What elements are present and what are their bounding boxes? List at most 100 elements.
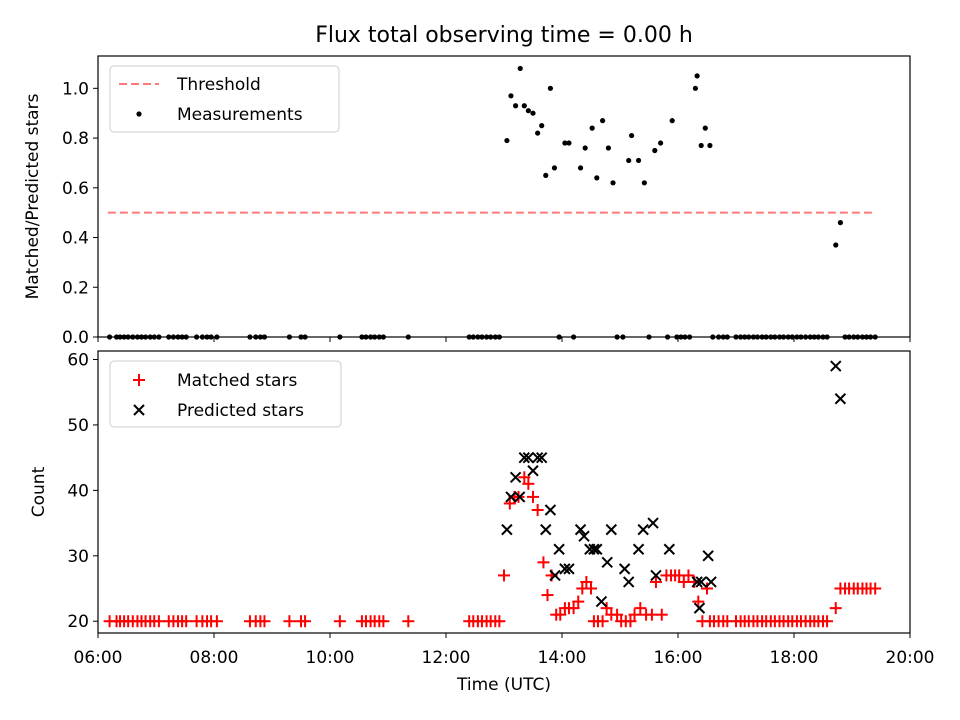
predicted-star-marker (540, 523, 552, 536)
predicted-star-marker (522, 451, 535, 464)
count-xtick-label: 06:00 (74, 648, 123, 668)
count-xtick-label: 14:00 (538, 648, 587, 668)
ratio-ytick-label: 0.4 (62, 229, 89, 249)
matched-star-marker (299, 615, 312, 628)
matched-star-marker (180, 615, 193, 628)
predicted-star-marker (591, 543, 603, 555)
measurement-point (539, 123, 545, 129)
matched-star-marker (554, 608, 567, 621)
matched-star-marker (634, 602, 647, 615)
matched-star-marker (869, 582, 882, 595)
matched-star-marker (611, 608, 624, 621)
ratio-ytick-label: 1.0 (62, 79, 89, 99)
measurement-point (652, 147, 658, 154)
count-legend: Matched stars Predicted stars (109, 360, 342, 428)
matched-star-marker (585, 582, 597, 595)
matched-star-marker (655, 608, 668, 621)
predicted-star-marker (695, 576, 707, 588)
predicted-star-marker (601, 556, 613, 569)
measurement-point (694, 73, 700, 79)
measurement-point (594, 175, 600, 181)
predicted-star-marker (650, 569, 662, 582)
predicted-legend-label: Predicted stars (177, 401, 304, 421)
predicted-star-marker (535, 451, 548, 464)
count-ytick-label: 50 (67, 416, 89, 436)
matched-star-marker (531, 503, 544, 516)
matched-star-marker (258, 615, 271, 628)
predicted-star-marker (513, 491, 526, 503)
count-legend-box (109, 360, 342, 428)
predicted-star-marker (605, 523, 618, 536)
measurement-point (641, 180, 647, 186)
matched-star-marker (377, 615, 390, 628)
matched-star-marker (701, 582, 713, 595)
ratio-ytick-label: 0.0 (62, 328, 89, 348)
count-points (103, 360, 882, 628)
measurement-point (566, 140, 572, 146)
matched-star-marker (283, 615, 296, 628)
predicted-star-marker (578, 530, 590, 542)
count-y-axis-label: Count (29, 466, 49, 517)
measurements-legend-swatch (136, 111, 142, 117)
measurement-point (600, 118, 606, 124)
measurement-point (707, 142, 713, 149)
predicted-star-marker (702, 550, 714, 562)
measurement-point (669, 118, 675, 124)
measurements-legend-label: Measurements (177, 105, 303, 125)
measurement-point (551, 165, 558, 171)
measurement-point (577, 165, 584, 171)
matched-star-marker (682, 569, 695, 582)
count-xtick-label: 18:00 (770, 648, 819, 668)
measurement-point (702, 125, 708, 131)
figure-title: Flux total observing time = 0.00 h (315, 23, 693, 48)
matched-star-marker (677, 575, 690, 588)
predicted-star-marker (691, 576, 703, 588)
predicted-star-marker (693, 602, 706, 614)
matched-star-marker (628, 608, 641, 621)
predicted-star-marker (527, 465, 539, 477)
ratio-ytick-label: 0.2 (62, 278, 89, 298)
matched-star-marker (210, 615, 223, 628)
predicted-star-marker (595, 595, 608, 608)
count-panel-frame (97, 350, 911, 634)
predicted-star-marker (518, 451, 531, 464)
predicted-star-marker (834, 393, 847, 405)
count-ytick-label: 60 (67, 351, 89, 371)
measurement-point (525, 108, 531, 114)
measurement-point (543, 172, 549, 178)
ratio-panel-frame (97, 55, 911, 338)
matched-star-marker (572, 595, 585, 608)
predicted-star-marker (705, 576, 717, 588)
count-ytick-label: 20 (67, 612, 89, 632)
predicted-star-marker (647, 517, 659, 529)
matched-legend-label: Matched stars (177, 371, 297, 391)
matched-star-marker (402, 615, 415, 628)
count-xtick-label: 16:00 (654, 648, 703, 668)
measurement-point (513, 103, 519, 109)
matched-star-marker (580, 575, 593, 588)
ratio-y-ticks: 0.0 0.2 0.4 0.6 0.8 1.0 (62, 79, 98, 348)
predicted-star-marker (588, 543, 600, 555)
predicted-star-marker (622, 576, 635, 588)
threshold-legend-label: Threshold (176, 75, 261, 95)
predicted-star-marker (553, 543, 565, 555)
predicted-star-marker (830, 360, 842, 372)
matched-star-marker (522, 477, 535, 490)
predicted-star-marker (563, 563, 575, 575)
predicted-star-marker (509, 471, 522, 483)
matched-star-marker (541, 589, 554, 602)
measurement-point (610, 180, 616, 186)
matched-star-marker (518, 471, 531, 484)
measurement-point (635, 157, 642, 164)
ratio-legend-box (109, 65, 340, 133)
matched-star-marker (537, 556, 550, 569)
count-ytick-label: 30 (67, 547, 89, 567)
count-ytick-label: 40 (67, 481, 89, 501)
matched-star-marker (333, 615, 346, 628)
count-x-ticks: 06:00 08:00 10:00 12:00 14:00 16:00 18:00 20:00 (74, 633, 935, 668)
count-xtick-label: 08:00 (190, 648, 239, 668)
predicted-star-marker (637, 523, 649, 536)
measurement-point (605, 145, 612, 151)
measurement-point (547, 85, 554, 91)
matched-star-marker (624, 615, 637, 628)
